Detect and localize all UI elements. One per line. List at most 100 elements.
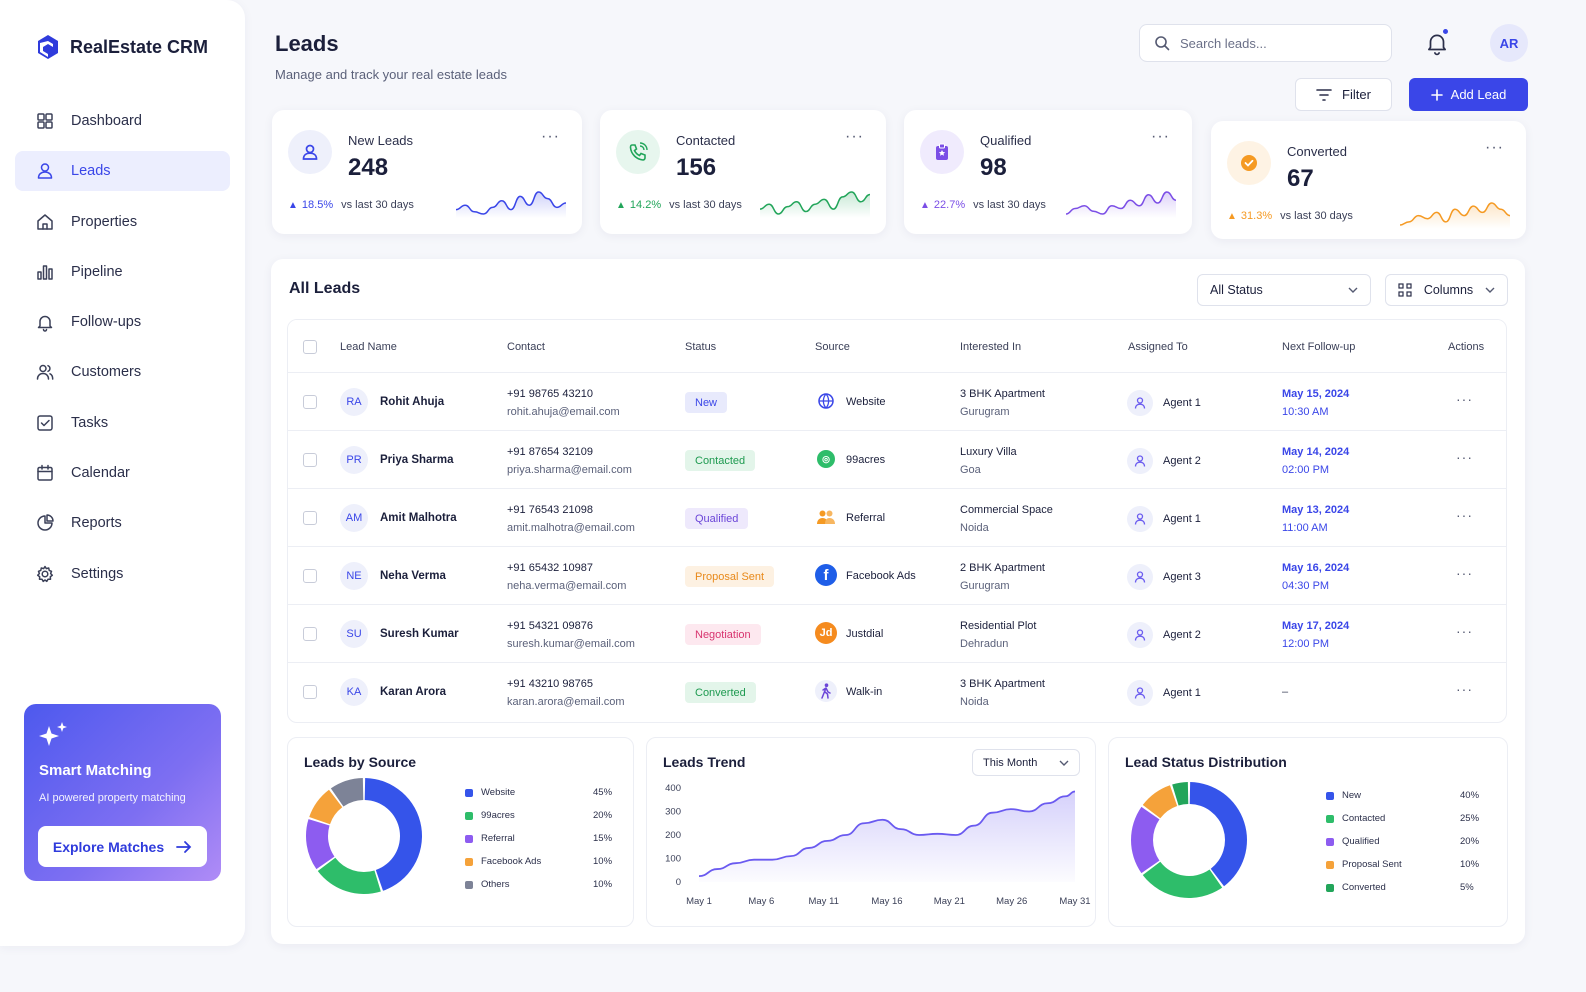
row-actions-icon[interactable]: ··· xyxy=(1456,507,1473,523)
sidebar-item-reports[interactable]: Reports xyxy=(15,503,230,543)
sparkline-area xyxy=(760,192,870,218)
explore-matches-button[interactable]: Explore Matches xyxy=(38,826,207,867)
user-icon xyxy=(288,130,332,174)
row-actions-icon[interactable]: ··· xyxy=(1456,623,1473,639)
sidebar-item-pipeline[interactable]: Pipeline xyxy=(15,252,230,292)
row-checkbox[interactable] xyxy=(303,627,317,641)
table-row[interactable]: KA Karan Arora +91 43210 98765 karan.arora@… xyxy=(288,663,1506,721)
source-slice-website[interactable] xyxy=(364,778,422,891)
y-tick-label: 100 xyxy=(665,854,681,865)
legend-label: 99acres xyxy=(481,810,515,821)
table-row[interactable]: AM Amit Malhotra +91 76543 21098 amit.malho… xyxy=(288,489,1506,547)
search-box[interactable] xyxy=(1139,24,1392,62)
status-slice-new[interactable] xyxy=(1189,782,1247,887)
sidebar-item-tasks[interactable]: Tasks xyxy=(15,403,230,443)
lead-name[interactable]: Priya Sharma xyxy=(380,454,454,466)
sidebar-item-settings[interactable]: Settings xyxy=(15,554,230,594)
lead-name[interactable]: Neha Verma xyxy=(380,570,446,582)
row-actions-icon[interactable]: ··· xyxy=(1456,449,1473,465)
source-slice-others[interactable] xyxy=(330,778,364,807)
table-row[interactable]: RA Rohit Ahuja +91 98765 43210 rohit.ahuja@… xyxy=(288,373,1506,431)
stat-card-converted[interactable]: Converted 67 ··· ▲ 31.3% vs last 30 days xyxy=(1211,121,1526,239)
sidebar-item-follow-ups[interactable]: Follow-ups xyxy=(15,302,230,342)
table-row[interactable]: SU Suresh Kumar +91 54321 09876 suresh.kuma… xyxy=(288,605,1506,663)
trend-period-dropdown[interactable]: This Month xyxy=(972,749,1080,776)
lead-email: neha.verma@email.com xyxy=(507,580,627,592)
row-checkbox[interactable] xyxy=(303,453,317,467)
more-icon[interactable]: ··· xyxy=(1151,128,1170,145)
status-slice-converted[interactable] xyxy=(1172,782,1189,806)
stat-delta-caption: vs last 30 days xyxy=(341,199,414,211)
lead-email: suresh.kumar@email.com xyxy=(507,638,635,650)
sidebar-item-dashboard[interactable]: Dashboard xyxy=(15,101,230,141)
stat-delta-value: 14.2% xyxy=(629,199,662,211)
table-row[interactable]: PR Priya Sharma +91 87654 32109 priya.sharm… xyxy=(288,431,1506,489)
legend-item: Others xyxy=(465,879,510,890)
sidebar-item-properties[interactable]: Properties xyxy=(15,202,230,242)
add-lead-button[interactable]: Add Lead xyxy=(1409,78,1528,111)
table-row[interactable]: NE Neha Verma +91 65432 10987 neha.verma@em… xyxy=(288,547,1506,605)
row-checkbox[interactable] xyxy=(303,511,317,525)
col-status[interactable]: Status xyxy=(685,341,717,353)
row-checkbox[interactable] xyxy=(303,569,317,583)
interest-location: Dehradun xyxy=(960,638,1009,650)
row-checkbox[interactable] xyxy=(303,395,317,409)
source-slice-referral[interactable] xyxy=(306,819,335,870)
interest-property: 2 BHK Apartment xyxy=(960,562,1045,574)
col-contact[interactable]: Contact xyxy=(507,341,545,353)
col-assigned-to[interactable]: Assigned To xyxy=(1128,341,1188,353)
follow-up-time: 12:00 PM xyxy=(1282,638,1330,650)
stat-delta: ▲ 18.5% vs last 30 days xyxy=(288,199,414,211)
brand[interactable]: RealEstate CRM xyxy=(36,34,208,60)
columns-dropdown[interactable]: Columns xyxy=(1385,274,1508,306)
lead-name[interactable]: Suresh Kumar xyxy=(380,628,459,640)
col-next-follow-up[interactable]: Next Follow-up xyxy=(1282,341,1356,353)
lead-name[interactable]: Karan Arora xyxy=(380,686,447,698)
more-icon[interactable]: ··· xyxy=(845,128,864,145)
stat-card-contacted[interactable]: Contacted 156 ··· ▲ 14.2% vs last 30 days xyxy=(600,110,886,234)
sidebar-item-calendar[interactable]: Calendar xyxy=(15,453,230,493)
lead-name[interactable]: Amit Malhotra xyxy=(380,512,457,524)
user-avatar[interactable]: AR xyxy=(1490,24,1528,62)
sidebar-item-label: Follow-ups xyxy=(71,314,142,331)
page-subtitle: Manage and track your real estate leads xyxy=(275,67,507,82)
y-tick-label: 200 xyxy=(665,830,681,841)
col-interested-in[interactable]: Interested In xyxy=(960,341,1022,353)
lead-name[interactable]: Rohit Ahuja xyxy=(380,396,445,408)
legend-value: 10% xyxy=(593,856,613,867)
row-actions-icon[interactable]: ··· xyxy=(1456,565,1473,581)
stat-card-new-leads[interactable]: New Leads 248 ··· ▲ 18.5% vs last 30 days xyxy=(272,110,582,234)
bar-chart-icon xyxy=(37,265,53,280)
col-source[interactable]: Source xyxy=(815,341,850,353)
col-lead-name[interactable]: Lead Name xyxy=(340,341,397,353)
row-actions-icon[interactable]: ··· xyxy=(1456,681,1473,697)
sidebar-item-leads[interactable]: Leads xyxy=(15,151,230,192)
notifications-button[interactable] xyxy=(1424,28,1450,56)
walk-icon xyxy=(815,680,837,702)
stat-label: Contacted xyxy=(676,133,736,148)
select-all-checkbox[interactable] xyxy=(303,340,317,354)
status-filter-dropdown[interactable]: All Status xyxy=(1197,274,1371,306)
sparkline-line xyxy=(1066,191,1176,215)
source-slice-facebook-ads[interactable] xyxy=(309,789,343,825)
stat-card-qualified[interactable]: Qualified 98 ··· ▲ 22.7% vs last 30 days xyxy=(904,110,1192,234)
stat-label: New Leads xyxy=(348,133,414,148)
lead-initials-avatar: AM xyxy=(340,504,368,532)
filter-button[interactable]: Filter xyxy=(1295,78,1392,111)
legend-value: 25% xyxy=(1460,813,1480,824)
legend-swatch xyxy=(1326,814,1334,823)
stat-value: 248 xyxy=(348,154,389,181)
more-icon[interactable]: ··· xyxy=(1485,139,1504,156)
sidebar-item-customers[interactable]: Customers xyxy=(15,352,230,392)
status-slice-contacted[interactable] xyxy=(1142,861,1223,898)
status-slice-qualified[interactable] xyxy=(1131,806,1160,874)
status-slice-proposal-sent[interactable] xyxy=(1142,785,1178,819)
source-slice-99acres[interactable] xyxy=(317,857,381,894)
search-input[interactable] xyxy=(1180,35,1370,51)
more-icon[interactable]: ··· xyxy=(541,128,560,145)
legend-value: 10% xyxy=(1460,859,1480,870)
check-circle-icon xyxy=(1227,141,1271,185)
row-checkbox[interactable] xyxy=(303,685,317,699)
row-actions-icon[interactable]: ··· xyxy=(1456,391,1473,407)
follow-up-time: 11:00 AM xyxy=(1282,522,1328,534)
